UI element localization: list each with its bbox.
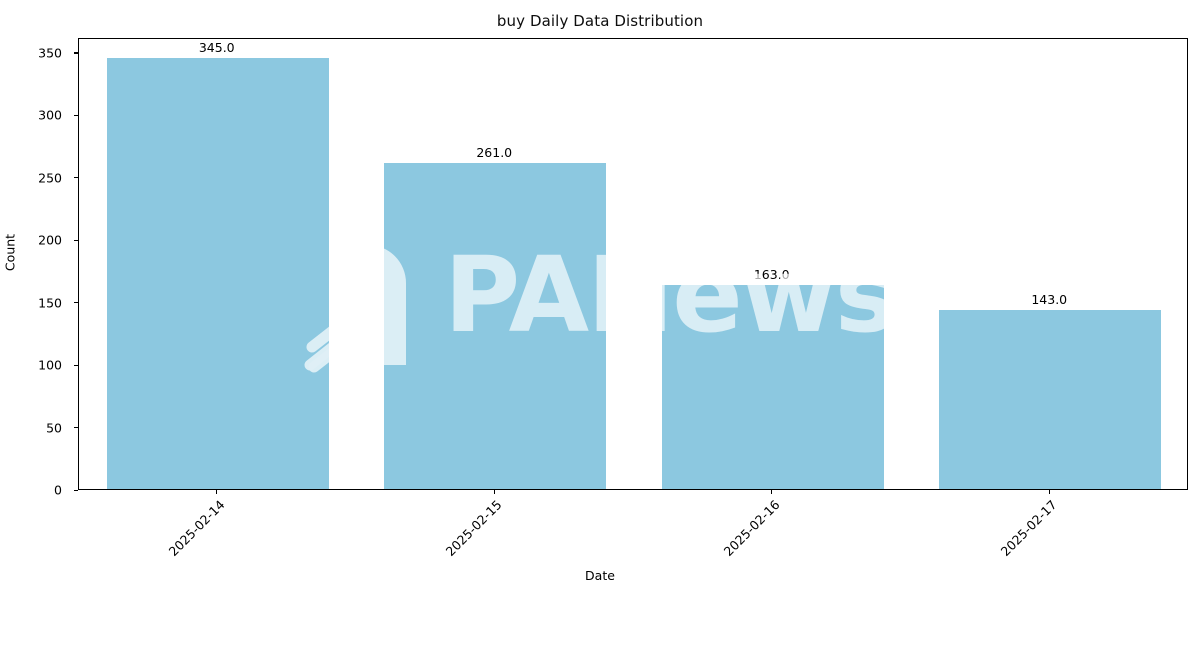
y-tick-label: 300 xyxy=(38,107,62,123)
bar xyxy=(661,285,884,489)
y-tick-label: 50 xyxy=(46,420,62,436)
y-tick-mark xyxy=(74,114,78,116)
bar xyxy=(106,58,329,489)
bar-value-label: 143.0 xyxy=(1031,292,1068,308)
y-tick-mark xyxy=(74,177,78,179)
y-tick-label: 200 xyxy=(38,232,62,248)
y-tick-label: 350 xyxy=(38,45,62,61)
x-tick-mark xyxy=(1048,490,1050,494)
bar xyxy=(939,310,1162,489)
x-tick-mark xyxy=(493,490,495,494)
plot-area xyxy=(78,38,1188,490)
y-tick-label: 250 xyxy=(38,170,62,186)
y-tick-label: 150 xyxy=(38,295,62,311)
bar-value-label: 345.0 xyxy=(198,40,235,56)
bar xyxy=(384,163,607,489)
chart-figure: buy Daily Data Distribution Count 0 50 100… xyxy=(0,12,1188,583)
x-axis-title: Date xyxy=(585,568,615,583)
y-tick-label: 0 xyxy=(54,482,62,498)
y-tick-mark xyxy=(74,427,78,429)
y-tick-mark xyxy=(74,489,78,491)
y-tick-mark xyxy=(74,239,78,241)
bars-container xyxy=(79,39,1187,489)
x-tick-mark xyxy=(216,490,218,494)
y-axis-tick-labels: 0 50 100 150 200 250 300 350 xyxy=(0,38,70,497)
bar-value-label: 261.0 xyxy=(476,145,513,161)
bar-value-label: 163.0 xyxy=(753,267,790,283)
chart-title: buy Daily Data Distribution xyxy=(496,12,704,30)
x-tick-mark xyxy=(771,490,773,494)
y-tick-mark xyxy=(74,52,78,54)
y-tick-mark xyxy=(74,302,78,304)
y-tick-mark xyxy=(74,364,78,366)
y-tick-label: 100 xyxy=(38,357,62,373)
